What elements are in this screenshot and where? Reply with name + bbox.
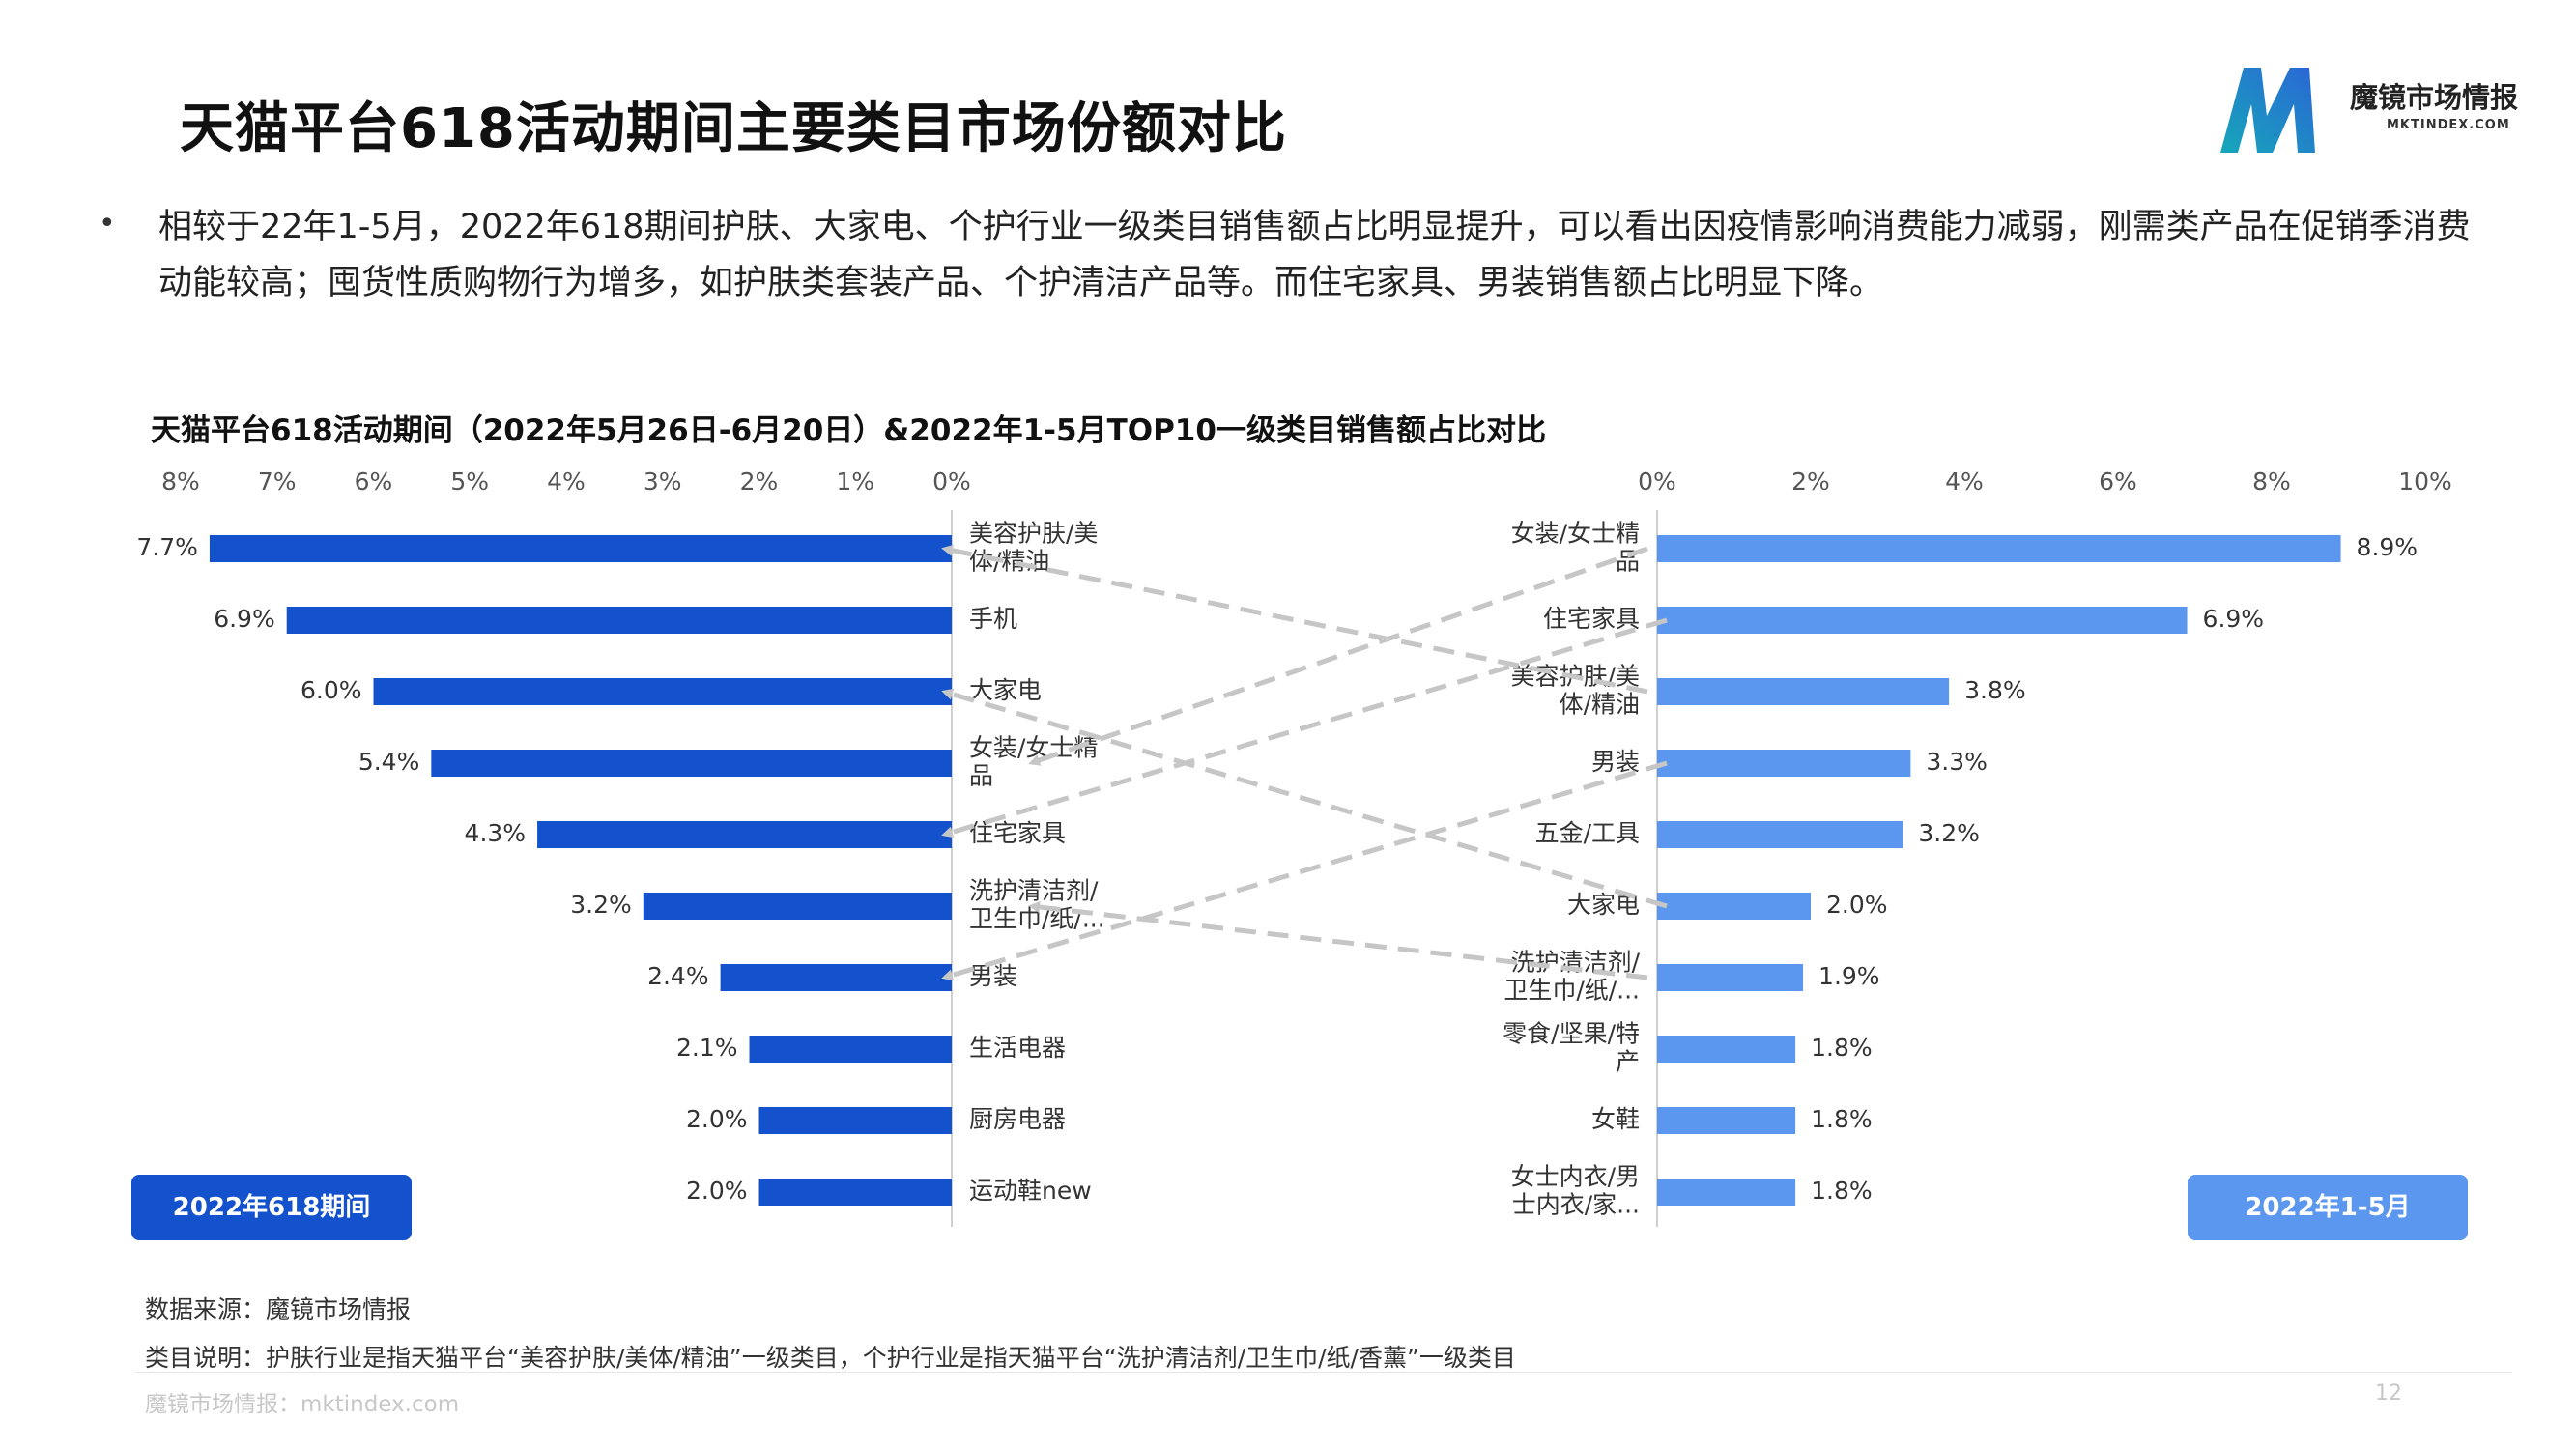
rank-change-arrow [1028,901,1648,980]
left-category-label: 运动鞋new [969,1177,1092,1205]
right-bar [1657,535,2341,562]
left-data-label: 2.0% [686,1105,748,1133]
legend-jan-may: 2022年1-5月 [2188,1175,2468,1240]
left-x-tick-label: 0% [932,468,971,496]
left-x-tick-label: 4% [547,468,586,496]
right-bar [1657,1036,1796,1063]
left-category-label: 品 [969,762,993,790]
right-data-label: 1.8% [1811,1105,1873,1133]
right-data-label: 3.2% [1918,819,1980,847]
left-category-label: 厨房电器 [969,1105,1066,1133]
right-bar [1657,964,1804,991]
bullet-marker: • [99,207,116,241]
right-x-tick-label: 2% [1791,468,1830,496]
right-data-label: 1.8% [1811,1177,1873,1205]
left-category-label: 美容护肤/美 [969,520,1098,548]
left-category-label: 男装 [969,962,1017,990]
right-x-tick-label: 0% [1638,468,1676,496]
right-category-label: 零食/坚果/特 [1503,1020,1640,1048]
left-data-label: 6.9% [214,605,275,633]
right-bar [1657,1179,1796,1206]
right-x-tick-label: 10% [2398,468,2452,496]
left-data-label: 3.2% [570,891,632,919]
left-category-label: 手机 [969,605,1017,633]
right-category-label: 产 [1616,1048,1640,1076]
left-category-label: 体/精油 [969,548,1049,576]
rank-change-arrow [1028,546,1648,766]
left-bar [758,1179,952,1206]
bar-chart: 8% 7% 6% 5% 4% 3% 2% 1% 0% 0% 2% 4% 6% 8% 10% 7.7% 美容护肤/… [136,468,2452,1227]
left-data-label: 2.1% [676,1034,738,1062]
right-category-label: 男装 [1591,748,1640,776]
left-category-label: 大家电 [969,676,1042,704]
left-x-tick-label: 3% [644,468,682,496]
left-data-label: 5.4% [358,748,420,776]
left-category-label: 住宅家具 [969,819,1066,847]
brand-logo-domain: MKTINDEX.COM [2387,118,2510,132]
page-title: 天猫平台618活动期间主要类目市场份额对比 [180,98,1287,160]
right-data-label: 3.3% [1926,748,1988,776]
left-x-tick-label: 7% [258,468,297,496]
right-data-label: 6.9% [2203,605,2265,633]
right-category-label: 女士内衣/男 [1511,1163,1640,1191]
rank-change-arrow [941,617,1668,838]
footer-divider [135,1372,2512,1373]
left-bar [286,607,953,634]
brand-logo-name: 魔镜市场情报 [2350,81,2519,114]
right-x-tick-label: 4% [1945,468,1984,496]
right-data-label: 1.8% [1811,1034,1873,1062]
left-data-label: 2.0% [686,1177,748,1205]
page-number: 12 [2375,1381,2402,1406]
left-data-label: 4.3% [465,819,527,847]
right-category-label: 士内衣/家... [1512,1191,1640,1219]
right-bar [1657,893,1811,920]
left-bar [209,535,953,562]
rank-change-arrow [941,760,1668,981]
left-category-label: 卫生巾/纸/... [969,905,1105,933]
left-category-label: 生活电器 [969,1034,1066,1062]
left-x-tick-label: 2% [740,468,779,496]
right-bar [1657,821,1903,848]
brand-logo-icon [2220,68,2315,153]
rank-change-arrow [941,544,1648,695]
right-data-label: 1.9% [1818,962,1880,990]
footer-source: 魔镜市场情报：mktindex.com [145,1392,460,1417]
left-bar [431,750,953,777]
left-data-label: 7.7% [136,533,198,561]
left-data-label: 2.4% [647,962,709,990]
left-bar [720,964,952,991]
rank-change-arrow [941,688,1668,909]
data-source-note: 数据来源：魔镜市场情报 [145,1295,412,1323]
right-category-label: 体/精油 [1560,691,1640,719]
right-category-label: 五金/工具 [1535,819,1640,847]
category-note: 类目说明：护肤行业是指天猫平台“美容护肤/美体/精油”一级类目，个护行业是指天猫… [145,1344,1516,1372]
right-category-label: 女鞋 [1591,1105,1640,1133]
left-bar [749,1036,952,1063]
left-bar [373,678,952,705]
right-bar [1657,1107,1796,1134]
summary-bullet: 相较于22年1-5月，2022年618期间护肤、大家电、个护行业一级类目销售额占… [158,208,2471,302]
left-data-label: 6.0% [301,676,362,704]
left-x-tick-label: 6% [355,468,393,496]
left-x-tick-label: 1% [836,468,874,496]
right-category-label: 卫生巾/纸/... [1503,977,1640,1005]
right-bar [1657,750,1911,777]
right-category-label: 女装/女士精 [1511,520,1640,548]
legend-618-period: 2022年618期间 [131,1175,412,1240]
left-bar [643,893,952,920]
chart-title: 天猫平台618活动期间（2022年5月26日-6月20日）&2022年1-5月T… [151,413,1546,448]
left-category-label: 洗护清洁剂/ [969,877,1099,905]
right-data-label: 2.0% [1826,891,1888,919]
left-x-tick-label: 8% [161,468,200,496]
right-bar [1657,607,2188,634]
left-bar [537,821,952,848]
left-x-tick-label: 5% [450,468,489,496]
right-data-label: 3.8% [1964,676,2026,704]
right-data-label: 8.9% [2357,533,2419,561]
right-bar [1657,678,1950,705]
right-x-tick-label: 8% [2252,468,2291,496]
right-x-tick-label: 6% [2099,468,2137,496]
left-bar [758,1107,952,1134]
right-category-label: 住宅家具 [1543,605,1640,633]
